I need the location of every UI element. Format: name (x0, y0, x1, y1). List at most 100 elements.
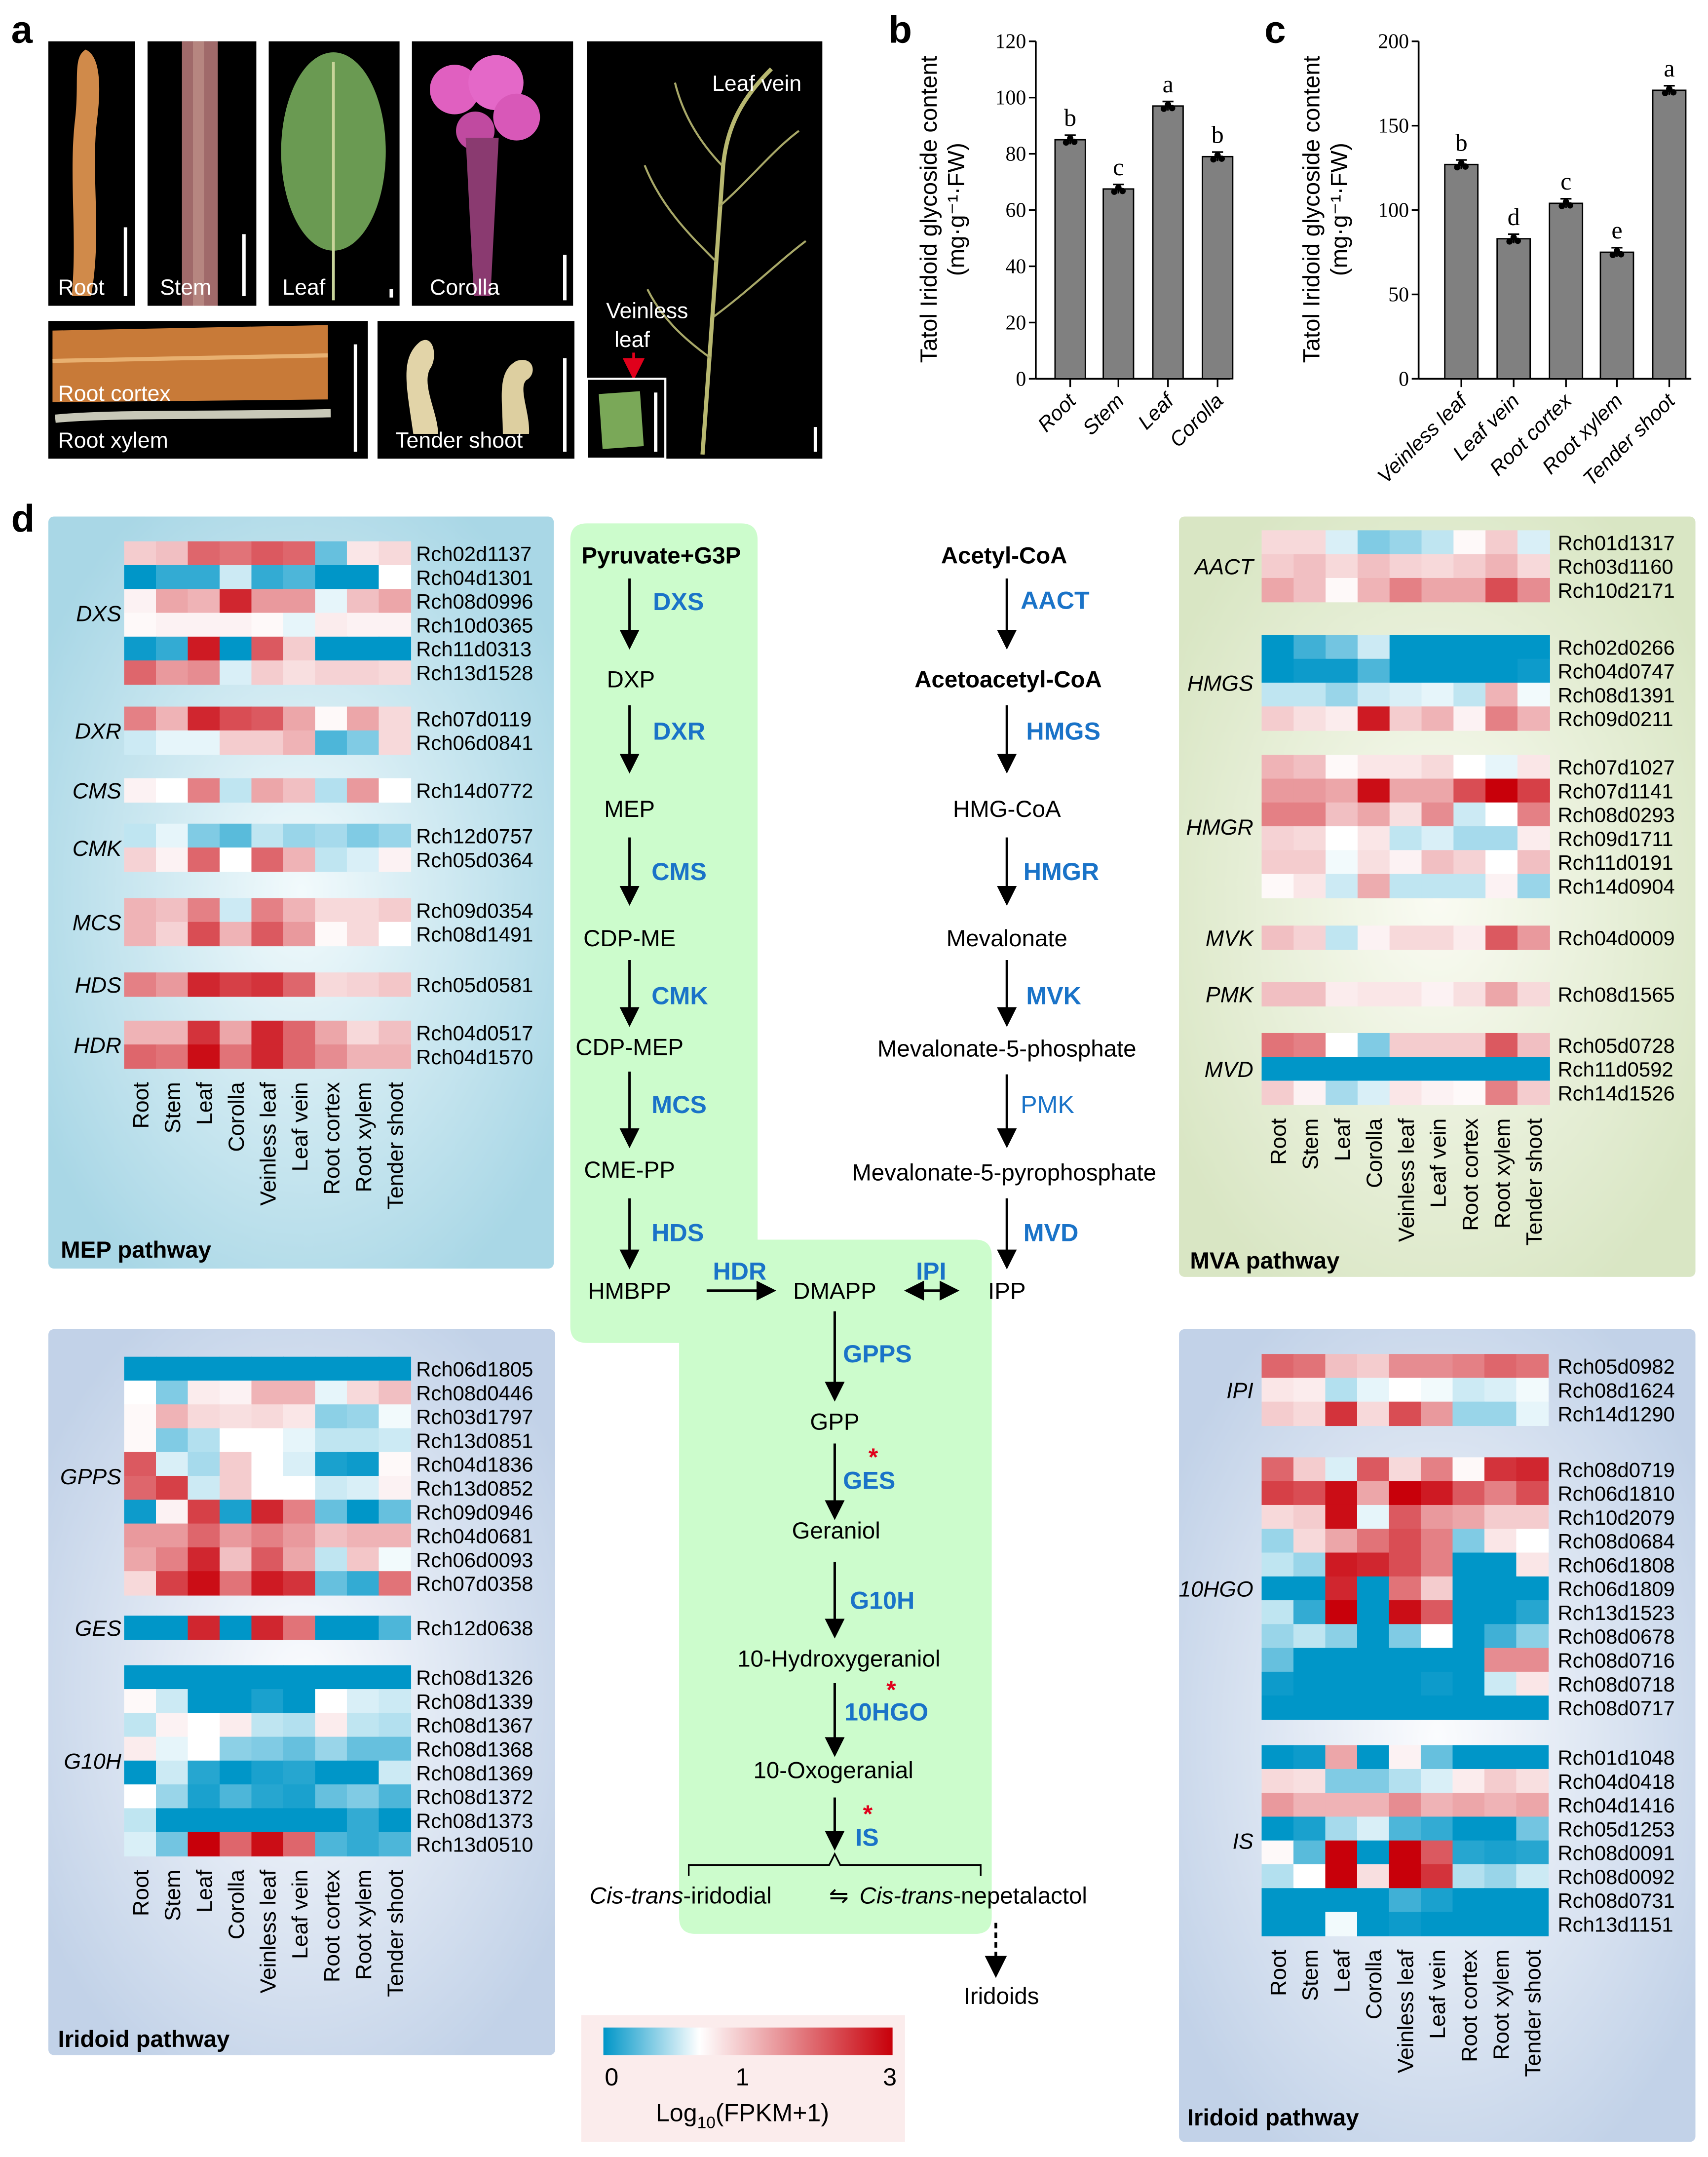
heatmap-cell (1484, 1793, 1517, 1817)
heatmap-cell (315, 1500, 348, 1524)
metabolite-gpp: GPP (810, 1409, 859, 1435)
gene-id-label: Rch08d1369 (416, 1762, 533, 1785)
heatmap-cell (219, 1808, 252, 1833)
heatmap-cell (124, 589, 157, 614)
heatmap-cell (1389, 1080, 1422, 1105)
heatmap-cell (1261, 1745, 1294, 1770)
heatmap-cell (1293, 578, 1327, 603)
heatmap-cell (1420, 1840, 1453, 1865)
mva-pathway-chain: Acetyl-CoA AACT Acetoacetyl-CoA HMGS HMG… (852, 542, 1156, 1304)
heatmap-cell (1484, 1888, 1517, 1913)
enzyme-mvk: MVK (1026, 982, 1081, 1009)
gene-family-label: HDR (74, 1034, 121, 1058)
panel-letter-d: d (11, 497, 35, 540)
heatmap-cell (124, 1380, 157, 1405)
heatmap-cell (219, 922, 252, 947)
heatmap-cell (1261, 1793, 1294, 1817)
gene-family-label: GES (75, 1617, 121, 1641)
gene-id-label: Rch14d1526 (1557, 1081, 1674, 1105)
heatmap-cell (1517, 530, 1550, 555)
heatmap-cell (1516, 1354, 1549, 1379)
metabolite-iridoids: Iridoids (964, 1983, 1039, 2009)
column-label: Veinless leaf (1394, 1949, 1418, 2073)
heatmap-cell (1261, 1552, 1294, 1577)
heatmap-cell (315, 1736, 348, 1761)
heatmap-cell (124, 1476, 157, 1501)
heatmap-cell (1261, 635, 1294, 659)
heatmap-cell (1389, 1529, 1422, 1553)
heatmap-cell (1453, 802, 1486, 827)
replicate-dot (1558, 203, 1565, 209)
heatmap-row: Rch04d1416 (1261, 1793, 1675, 1817)
heatmap-cell (283, 613, 316, 637)
heatmap-cell (219, 565, 252, 590)
replicate-dot (1670, 89, 1677, 96)
heatmap-cell (1389, 1648, 1422, 1673)
heatmap-cell (1326, 578, 1359, 603)
metabolite-dmapp: DMAPP (793, 1278, 876, 1304)
heatmap-cell (283, 1500, 316, 1524)
enzyme-dxs: DXS (653, 588, 704, 616)
heatmap-cell (1452, 1624, 1485, 1649)
heatmap-cell (1453, 530, 1486, 555)
heatmap-cell (346, 541, 380, 566)
heatmap-cell (1484, 1600, 1517, 1625)
heatmap-cell (251, 1500, 284, 1524)
heatmap-cell (1452, 1504, 1485, 1530)
heatmap-cell (1421, 982, 1454, 1007)
column-label: Corolla (225, 1082, 249, 1152)
heatmap-cell (1516, 1378, 1549, 1402)
heatmap-cell (1325, 1769, 1358, 1794)
heatmap-cell (219, 1784, 252, 1809)
heatmap-cell (251, 1616, 284, 1640)
heatmap-cell (283, 1616, 316, 1640)
heatmap-cell (219, 898, 252, 923)
heatmap-cell (156, 1044, 189, 1069)
photo-tender-shoot: Tender shoot (377, 321, 575, 459)
heatmap-row: Rch13d1151 (1261, 1912, 1673, 1936)
heatmap-cell (219, 1616, 252, 1640)
heatmap-cell (315, 730, 348, 755)
significance-letter: b (1455, 128, 1468, 156)
gene-group-cms: Rch14d0772 CMS (73, 778, 533, 804)
gene-id-label: Rch08d1372 (416, 1785, 533, 1809)
gene-id-label: Rch11d0592 (1557, 1058, 1673, 1081)
heatmap-cell (283, 1689, 316, 1714)
heatmap-cell (1421, 1080, 1454, 1105)
heatmap-cell (1485, 778, 1518, 803)
heatmap-cell (1389, 1576, 1422, 1601)
heatmap-cell (219, 1713, 252, 1737)
heatmap-cell (1484, 1576, 1517, 1601)
heatmap-cell (251, 589, 284, 614)
heatmap-cell (1420, 1504, 1453, 1530)
heatmap-row: Rch05d1253 (1261, 1816, 1675, 1841)
replicate-dot (1063, 139, 1069, 146)
heatmap-cell (1293, 1840, 1326, 1865)
heatmap-cell (346, 847, 380, 872)
heatmap-cell (1452, 1888, 1485, 1913)
heatmap-cell (315, 1784, 348, 1809)
gene-id-label: Rch06d0841 (416, 732, 533, 755)
heatmap-row: Rch04d0681 (124, 1523, 533, 1548)
column-label: Stem (161, 1082, 185, 1133)
heatmap-cell (1261, 1864, 1294, 1889)
heatmap-cell (283, 898, 316, 923)
heatmap-cell (124, 1044, 157, 1069)
heatmap-row: Rch13d0510 (124, 1832, 533, 1857)
enzyme-10hgo: 10HGO (844, 1698, 928, 1726)
gene-id-label: Rch04d0747 (1557, 660, 1674, 683)
gene-id-label: Rch05d0581 (416, 973, 533, 997)
bar-stem (1102, 188, 1135, 380)
heatmap-cell (1357, 1576, 1390, 1601)
heatmap-cell (1389, 1481, 1422, 1506)
metabolite-cdp-mep: CDP-MEP (575, 1035, 683, 1061)
x-tick-label: Tender shoot (1578, 388, 1680, 490)
heatmap-cell (1325, 1576, 1358, 1601)
heatmap-cell (379, 1044, 412, 1069)
gene-id-label: Rch08d0716 (1557, 1649, 1674, 1672)
heatmap-cell (1261, 1033, 1294, 1058)
heatmap-cell (1325, 1624, 1358, 1649)
heatmap-cell (346, 823, 380, 848)
heatmap-cell (283, 541, 316, 566)
heatmap-cell (346, 1500, 380, 1524)
